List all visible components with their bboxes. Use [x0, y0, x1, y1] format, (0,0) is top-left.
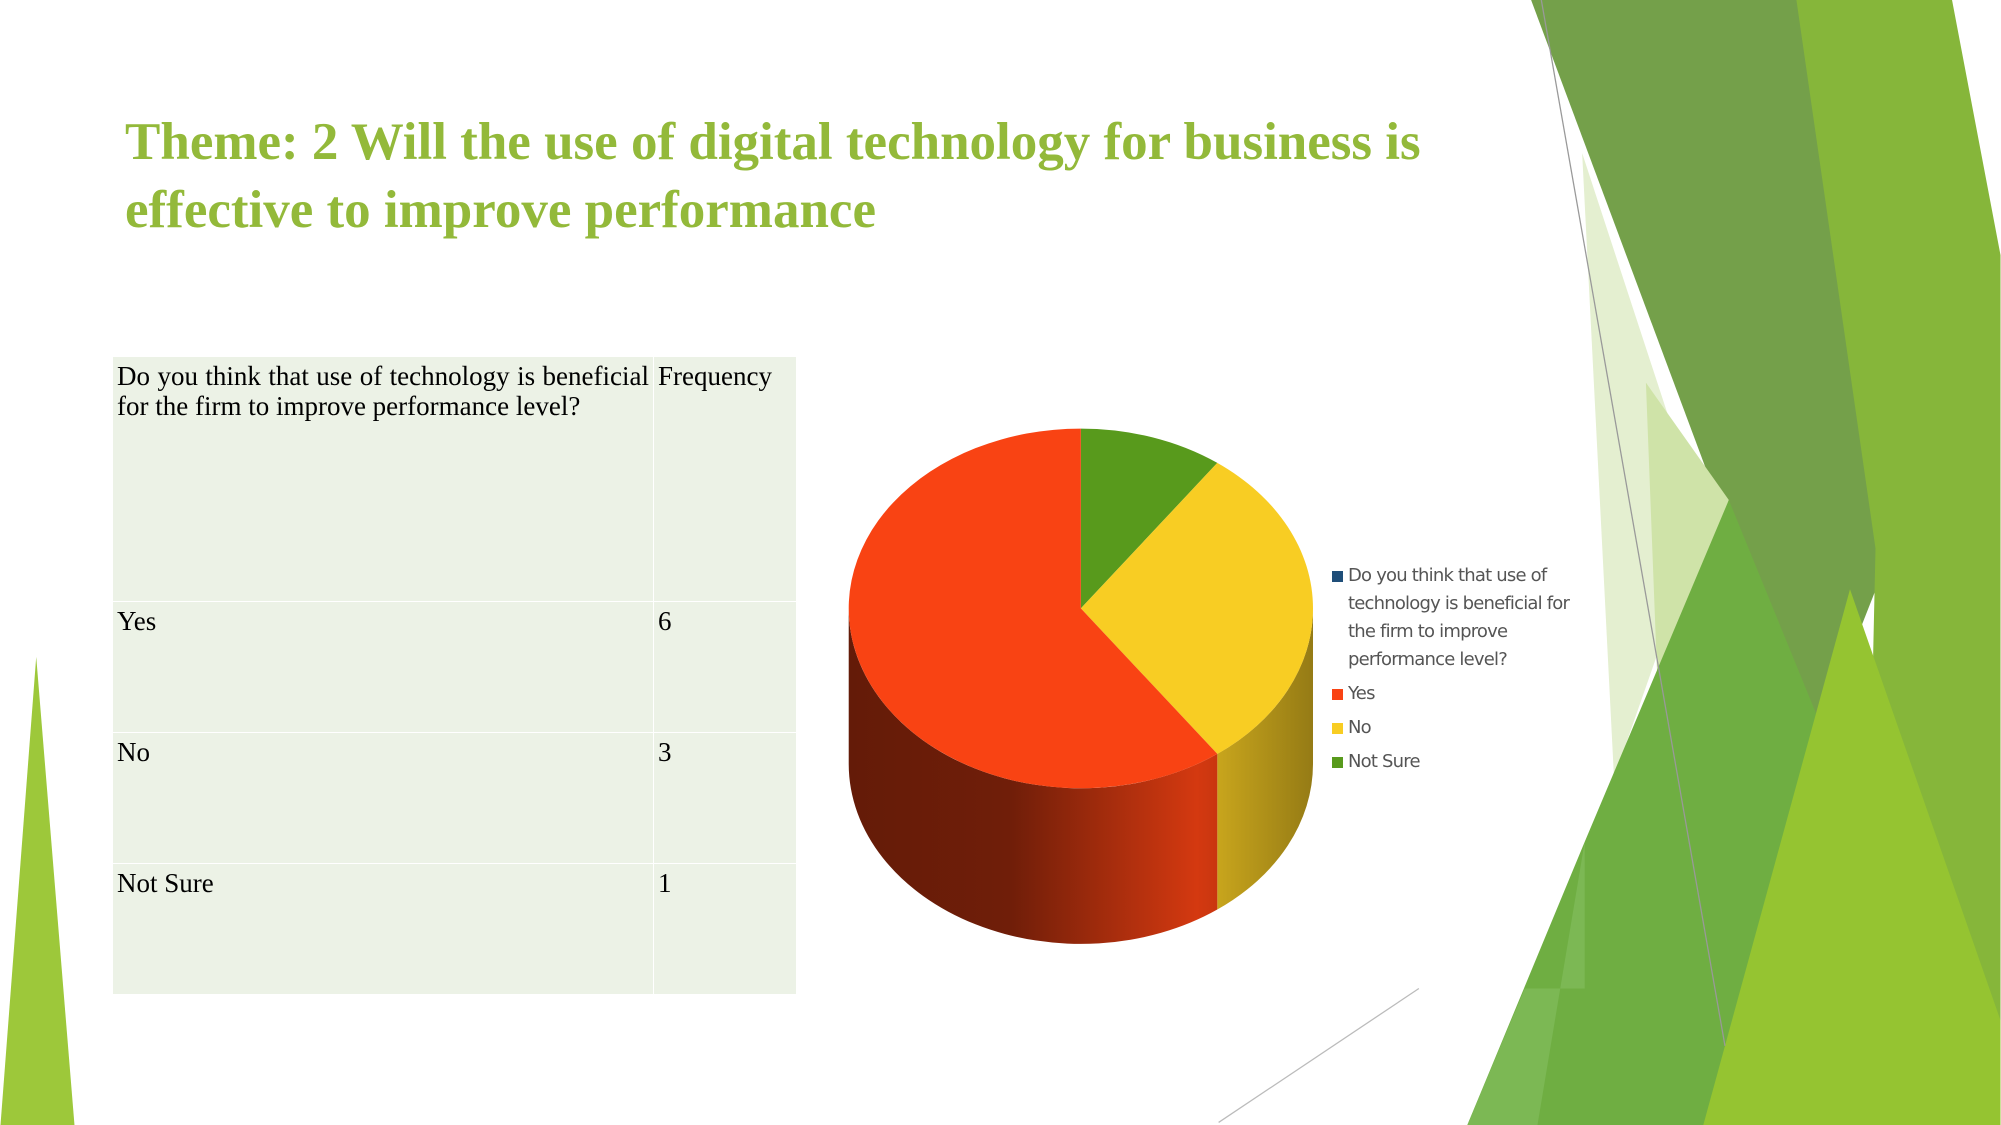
table-cell: Yes	[112, 601, 654, 733]
pie-slice	[1080, 462, 1313, 754]
pie-slice-side	[1217, 608, 1313, 910]
decor-line	[1540, 0, 1726, 1047]
data-table: Do you think that use of technology is b…	[112, 356, 797, 995]
legend: Do you think that use of technology is b…	[1332, 562, 1577, 782]
legend-swatch	[1332, 723, 1343, 734]
table-row: Yes 6	[112, 601, 797, 733]
legend-swatch	[1332, 757, 1343, 768]
decor-shape	[1531, 0, 1882, 753]
table-row: No 3	[112, 732, 797, 864]
decor-shape	[0, 656, 75, 1125]
decor-shape	[1582, 153, 1704, 779]
legend-label: Not Sure	[1348, 751, 1421, 772]
table-cell: Do you think that use of technology is b…	[112, 356, 654, 602]
legend-swatch	[1332, 571, 1343, 582]
legend-entry: Yes	[1332, 680, 1577, 708]
table-row: Not Sure 1	[112, 863, 797, 995]
table-cell: Frequency	[653, 356, 797, 602]
legend-label: Do you think that use of technology is b…	[1348, 565, 1570, 670]
decor-shape	[1467, 841, 1585, 1125]
slide-title: Theme: 2 Will the use of digital technol…	[125, 113, 1421, 239]
pie-slice	[848, 428, 1218, 789]
legend-swatch	[1332, 689, 1343, 700]
table-cell: 1	[653, 863, 797, 995]
legend-entry: No	[1332, 714, 1577, 742]
table-cell: 3	[653, 732, 797, 864]
decor-shape	[1796, 0, 2001, 1125]
legend-label: No	[1348, 717, 1372, 738]
decor-shape	[1703, 589, 2001, 1125]
pie-slice	[1080, 428, 1218, 609]
pie-chart	[848, 428, 1313, 944]
legend-entry: Not Sure	[1332, 748, 1577, 776]
decor-line	[1218, 987, 1420, 1123]
pie-slice-side	[848, 608, 1218, 944]
legend-entry: Do you think that use of technology is b…	[1332, 562, 1577, 674]
table-cell: Not Sure	[112, 863, 654, 995]
decor-shape	[1645, 382, 1729, 715]
table-header: Do you think that use of technology is b…	[112, 356, 797, 602]
table-cell: 6	[653, 601, 797, 733]
legend-label: Yes	[1348, 683, 1375, 704]
table-cell: No	[112, 732, 654, 864]
